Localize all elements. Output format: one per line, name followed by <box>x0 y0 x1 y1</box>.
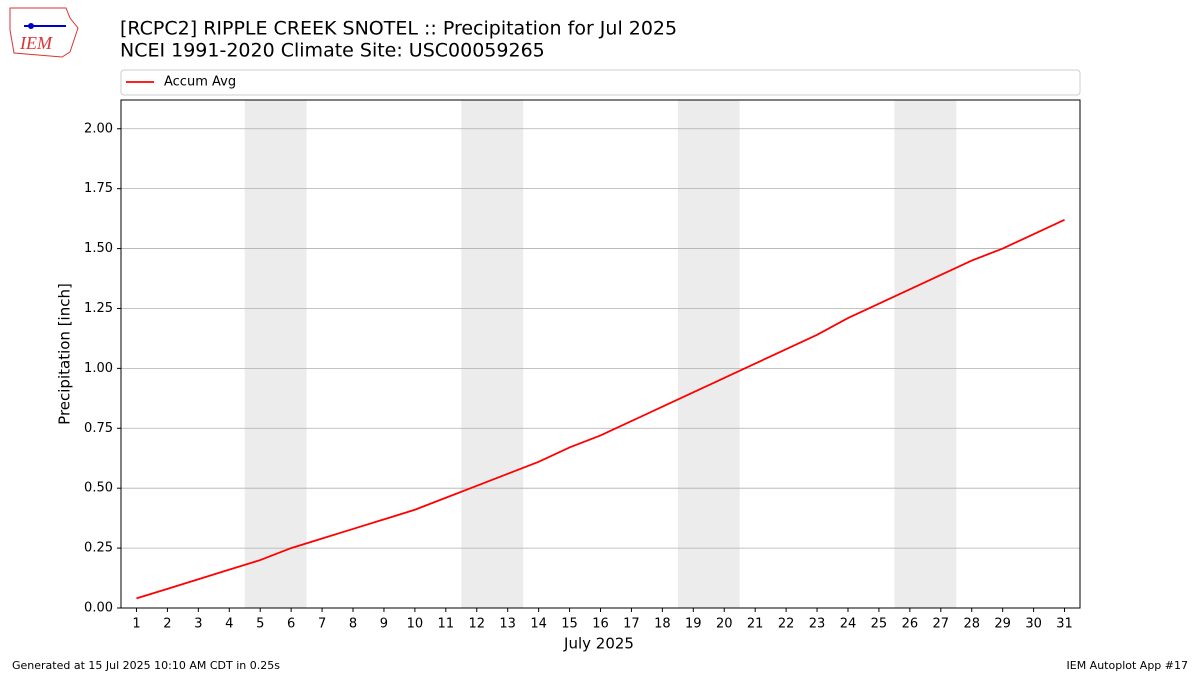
x-tick-label: 1 <box>132 617 140 632</box>
chart-subtitle: NCEI 1991-2020 Climate Site: USC00059265 <box>120 40 545 62</box>
x-tick-label: 11 <box>438 617 455 632</box>
chart-title: [RCPC2] RIPPLE CREEK SNOTEL :: Precipita… <box>120 18 677 40</box>
weekend-shade <box>677 100 740 608</box>
y-tick-label: 1.25 <box>84 301 113 316</box>
logo-outline <box>9 7 79 58</box>
logo: IEM <box>9 7 79 58</box>
x-tick-label: 21 <box>747 617 764 632</box>
x-tick-label: 6 <box>287 617 295 632</box>
weekend-shade <box>461 100 524 608</box>
y-tick-label: 1.00 <box>84 361 113 376</box>
x-tick-label: 25 <box>871 617 888 632</box>
x-tick-label: 20 <box>716 617 733 632</box>
x-tick-label: 24 <box>840 617 857 632</box>
x-tick-label: 12 <box>468 617 485 632</box>
x-tick-label: 8 <box>349 617 357 632</box>
plot-frame <box>120 99 1081 609</box>
x-tick-label: 2 <box>163 617 171 632</box>
x-tick-label: 27 <box>933 617 950 632</box>
x-tick-label: 19 <box>685 617 702 632</box>
x-tick-label: 30 <box>1025 617 1042 632</box>
y-tick-label: 0.25 <box>84 541 113 556</box>
series-line <box>136 218 1065 600</box>
x-tick-label: 7 <box>318 617 326 632</box>
x-tick-label: 9 <box>380 617 388 632</box>
y-axis-label: Precipitation [inch] <box>56 283 74 425</box>
logo-text: IEM <box>19 33 53 53</box>
x-tick-label: 4 <box>225 617 233 632</box>
x-tick-label: 5 <box>256 617 264 632</box>
x-tick-label: 16 <box>592 617 609 632</box>
x-tick-label: 26 <box>902 617 919 632</box>
y-tick-label: 0.75 <box>84 421 113 436</box>
x-axis-label: July 2025 <box>563 635 634 653</box>
x-tick-label: 18 <box>654 617 671 632</box>
y-tick-label: 1.75 <box>84 181 113 196</box>
footer-right: IEM Autoplot App #17 <box>1067 659 1189 672</box>
logo-dot <box>28 23 34 29</box>
x-tick-label: 17 <box>623 617 640 632</box>
x-tick-label: 10 <box>407 617 424 632</box>
y-tick-label: 2.00 <box>84 121 113 136</box>
footer-left: Generated at 15 Jul 2025 10:10 AM CDT in… <box>12 659 280 672</box>
x-tick-label: 29 <box>994 617 1011 632</box>
x-tick-label: 28 <box>963 617 980 632</box>
legend-label: Accum Avg <box>164 75 236 90</box>
weekend-shade <box>244 100 307 608</box>
x-tick-label: 14 <box>530 617 547 632</box>
x-tick-label: 23 <box>809 617 826 632</box>
x-tick-label: 31 <box>1056 617 1073 632</box>
x-tick-label: 13 <box>499 617 516 632</box>
y-tick-label: 0.50 <box>84 481 113 496</box>
y-tick-label: 1.50 <box>84 241 113 256</box>
y-tick-label: 0.00 <box>84 601 113 616</box>
x-tick-label: 22 <box>778 617 795 632</box>
weekend-shade <box>894 100 957 608</box>
x-tick-label: 15 <box>561 617 578 632</box>
legend-box <box>120 69 1081 96</box>
x-tick-label: 3 <box>194 617 202 632</box>
